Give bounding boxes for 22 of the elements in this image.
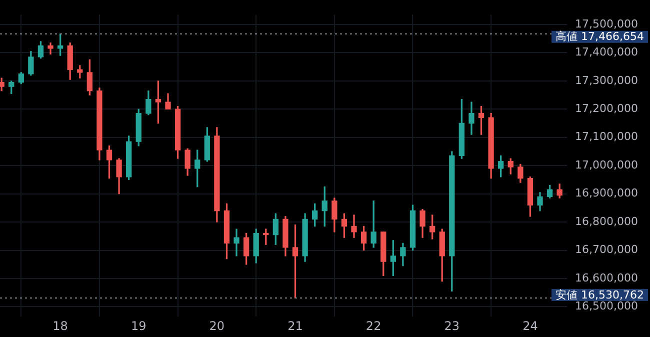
x-tick-label: 19 xyxy=(130,318,146,333)
y-tick-label: 16,500,000 xyxy=(575,300,638,313)
candlestick xyxy=(234,228,240,256)
y-tick-label: 17,100,000 xyxy=(575,130,638,144)
y-tick-label: 17,300,000 xyxy=(575,74,638,87)
ref-line-label: 安値 16,530,762 xyxy=(556,288,644,302)
y-tick-label: 17,200,000 xyxy=(575,102,638,116)
y-tick-label: 16,600,000 xyxy=(575,271,638,284)
y-tick-label: 16,800,000 xyxy=(575,214,638,228)
y-tick-label: 16,900,000 xyxy=(575,186,638,200)
y-tick-label: 17,500,000 xyxy=(575,17,638,30)
y-tick-label: 16,700,000 xyxy=(575,243,638,256)
x-tick-label: 21 xyxy=(288,318,303,333)
ref-line-label: 高値 17,466,654 xyxy=(556,30,644,44)
x-tick-label: 20 xyxy=(209,318,225,333)
x-tick-label: 23 xyxy=(444,318,460,333)
x-tick-label: 22 xyxy=(366,318,382,333)
y-tick-label: 17,400,000 xyxy=(575,46,638,59)
candlestick xyxy=(370,200,376,248)
y-tick-label: 17,000,000 xyxy=(575,158,638,172)
x-tick-label: 18 xyxy=(52,318,68,333)
x-tick-label: 24 xyxy=(522,318,538,333)
